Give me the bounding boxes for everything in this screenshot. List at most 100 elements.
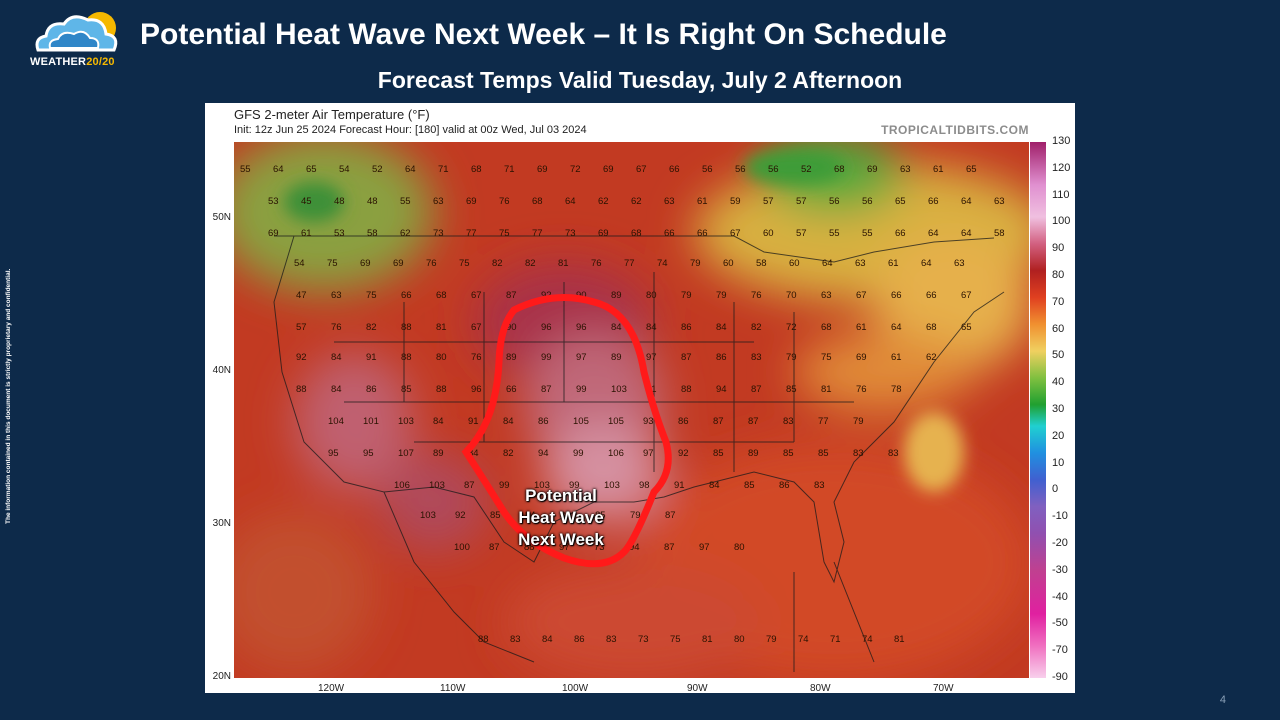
station-temp-label: 60: [723, 258, 734, 269]
colorbar-label: -90: [1052, 671, 1068, 683]
station-temp-label: 83: [606, 634, 617, 645]
station-temp-label: 103: [611, 384, 627, 395]
station-temp-label: 86: [574, 634, 585, 645]
station-temp-label: 69: [360, 258, 371, 269]
station-temp-label: 83: [814, 480, 825, 491]
station-temp-label: 58: [994, 228, 1005, 239]
station-temp-label: 69: [466, 196, 477, 207]
colorbar-label: 110: [1052, 188, 1070, 201]
station-temp-label: 66: [669, 164, 680, 175]
station-temp-label: 106: [394, 480, 410, 491]
station-temp-label: 68: [631, 228, 642, 239]
colorbar-label: -50: [1052, 617, 1068, 630]
station-temp-label: 58: [367, 228, 378, 239]
station-temp-label: 61: [301, 228, 312, 239]
station-temp-label: 95: [363, 448, 374, 459]
station-temp-label: 76: [591, 258, 602, 269]
station-temp-label: 99: [499, 480, 510, 491]
station-temp-label: 66: [697, 228, 708, 239]
colorbar-label: -20: [1052, 537, 1068, 549]
station-temp-label: 67: [856, 290, 867, 301]
station-temp-label: 91: [468, 416, 479, 427]
station-temp-label: 67: [471, 322, 482, 333]
station-temp-label: 83: [888, 448, 899, 459]
station-temp-label: 83: [510, 634, 521, 645]
station-temp-label: 66: [506, 384, 517, 395]
station-temp-label: 97: [576, 352, 587, 363]
station-temp-label: 63: [855, 258, 866, 269]
station-temp-label: 88: [436, 384, 447, 395]
station-temp-label: 88: [401, 352, 412, 363]
station-temp-label: 79: [766, 634, 777, 645]
station-temp-label: 56: [735, 164, 746, 175]
station-temp-label: 86: [779, 480, 790, 491]
station-temp-label: 65: [961, 322, 972, 333]
station-temp-label: 76: [426, 258, 437, 269]
station-temp-label: 67: [471, 290, 482, 301]
station-temp-label: 52: [372, 164, 383, 175]
brand-name-suffix: 20/20: [86, 56, 115, 68]
station-temp-label: 64: [928, 228, 939, 239]
station-temp-label: 84: [542, 634, 553, 645]
station-temp-label: 81: [894, 634, 905, 645]
station-temp-label: 100: [454, 542, 470, 553]
heat-wave-circle: [461, 294, 672, 568]
annotation-line-3: Next Week: [518, 530, 604, 549]
station-temp-label: 63: [664, 196, 675, 207]
station-temp-label: 62: [598, 196, 609, 207]
station-temp-label: 67: [636, 164, 647, 175]
station-temp-label: 99: [573, 448, 584, 459]
station-temp-label: 82: [751, 322, 762, 333]
station-temp-label: 84: [611, 322, 622, 333]
slide-title: Potential Heat Wave Next Week – It Is Ri…: [140, 18, 947, 51]
station-temp-label: 54: [339, 164, 350, 175]
station-temp-label: 103: [398, 416, 414, 427]
station-temp-label: 69: [867, 164, 878, 175]
station-temp-label: 87: [541, 384, 552, 395]
station-temp-label: 75: [670, 634, 681, 645]
annotation-line-2: Heat Wave: [518, 508, 604, 527]
station-temp-label: 88: [296, 384, 307, 395]
station-temp-label: 63: [954, 258, 965, 269]
heat-wave-annotation: Potential Heat Wave Next Week: [485, 485, 637, 551]
station-temp-label: 96: [541, 322, 552, 333]
station-temp-label: 76: [471, 352, 482, 363]
slide-subtitle: Forecast Temps Valid Tuesday, July 2 Aft…: [377, 67, 903, 93]
station-temp-label: 87: [506, 290, 517, 301]
station-temp-label: 76: [331, 322, 342, 333]
station-temp-label: 75: [366, 290, 377, 301]
lon-label-70w: 70W: [933, 683, 954, 694]
colorbar-label: 0: [1052, 483, 1059, 496]
station-temp-label: 67: [730, 228, 741, 239]
station-temp-label: 53: [268, 196, 279, 207]
station-temp-label: 56: [702, 164, 713, 175]
station-temp-label: 87: [665, 510, 676, 521]
station-temp-label: 98: [639, 480, 650, 491]
station-temp-label: 74: [862, 634, 873, 645]
station-temperatures: 55 64 65 54 52 64 71 68 71 69 72 69 67 66 56 56 56 52 68 69…: [240, 164, 1005, 645]
station-temp-label: 61: [697, 196, 708, 207]
station-temp-label: 84: [646, 322, 657, 333]
station-temp-label: 87: [751, 384, 762, 395]
station-temp-label: 75: [499, 228, 510, 239]
lon-label-80w: 80W: [810, 683, 831, 694]
station-temp-label: 68: [436, 290, 447, 301]
station-temp-label: 69: [598, 228, 609, 239]
station-temp-label: 94: [629, 542, 640, 553]
station-temp-label: 55: [400, 196, 411, 207]
station-temp-label: 85: [713, 448, 724, 459]
station-temp-label: 76: [856, 384, 867, 395]
station-temp-label: 64: [273, 164, 284, 175]
station-temp-label: 82: [366, 322, 377, 333]
station-temp-label: 69: [268, 228, 279, 239]
station-temp-label: 79: [681, 290, 692, 301]
station-temp-label: 78: [891, 384, 902, 395]
colorbar-label: 80: [1052, 269, 1065, 281]
station-temp-label: 94: [716, 384, 727, 395]
station-temp-label: 60: [789, 258, 800, 269]
station-temp-label: 88: [681, 384, 692, 395]
cloud-sun-logo-icon: [35, 12, 118, 52]
station-temp-label: 97: [643, 448, 654, 459]
station-temp-label: 63: [821, 290, 832, 301]
station-temp-label: 80: [436, 352, 447, 363]
